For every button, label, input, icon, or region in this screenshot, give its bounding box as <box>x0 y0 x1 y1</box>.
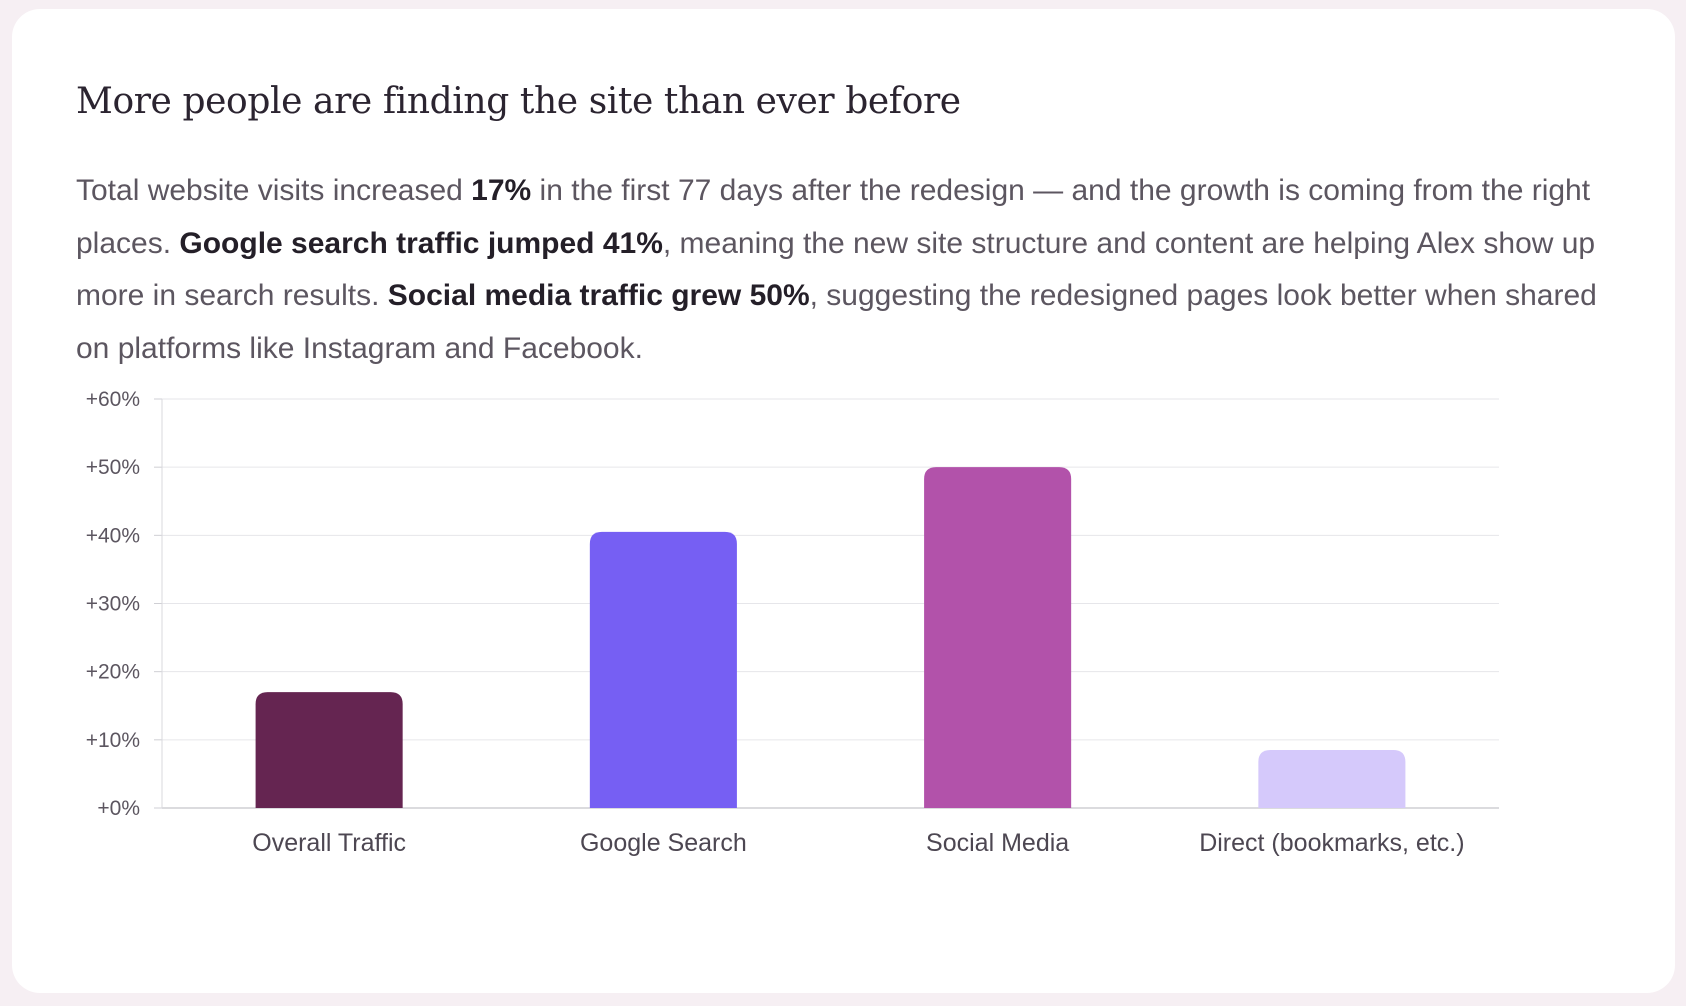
bar-google-search[interactable] <box>589 531 737 808</box>
summary-highlight: 17% <box>471 174 532 207</box>
bar-chart: +0% +10% +20% +30% +40% +50% +60% Overall Traff… <box>86 388 1499 857</box>
bar-layer <box>255 467 1406 808</box>
y-tick-label: +20% <box>86 661 140 684</box>
y-tick-label: +40% <box>86 524 140 547</box>
x-category-label: Social Media <box>926 829 1069 857</box>
y-tick-label: +10% <box>86 729 140 752</box>
x-category-label: Google Search <box>580 829 747 857</box>
summary-highlight: Google search traffic jumped 41% <box>179 226 663 260</box>
card-title: More people are finding the site than ev… <box>76 81 961 122</box>
bar-overall-traffic[interactable] <box>255 692 403 808</box>
bar-social-media[interactable] <box>924 467 1072 808</box>
chart-card: More people are finding the site than ev… <box>12 9 1675 993</box>
summary-text: , meaning the new site structure and con… <box>76 226 1596 313</box>
x-category-label: Overall Traffic <box>252 829 406 857</box>
bar-direct-bookmarks-etc[interactable] <box>1258 750 1406 808</box>
summary-text: , suggesting the redesigned pages look b… <box>76 279 1597 365</box>
x-category-label: Direct (bookmarks, etc.) <box>1199 829 1464 857</box>
y-tick-label: +0% <box>97 797 140 820</box>
summary-highlight: Social media traffic grew 50% <box>387 279 810 312</box>
y-tick-label: +60% <box>86 388 140 411</box>
y-tick-label: +50% <box>86 456 140 479</box>
summary-text: Total website visits increased <box>76 174 472 207</box>
axis-layer: +0% +10% +20% +30% +40% +50% +60% Overall Traff… <box>86 388 1465 857</box>
y-tick-label: +30% <box>86 593 140 616</box>
summary-paragraph: Total website visits increased 17% in th… <box>76 165 1606 375</box>
summary-text: in the first 77 days after the redesign … <box>76 174 1591 260</box>
